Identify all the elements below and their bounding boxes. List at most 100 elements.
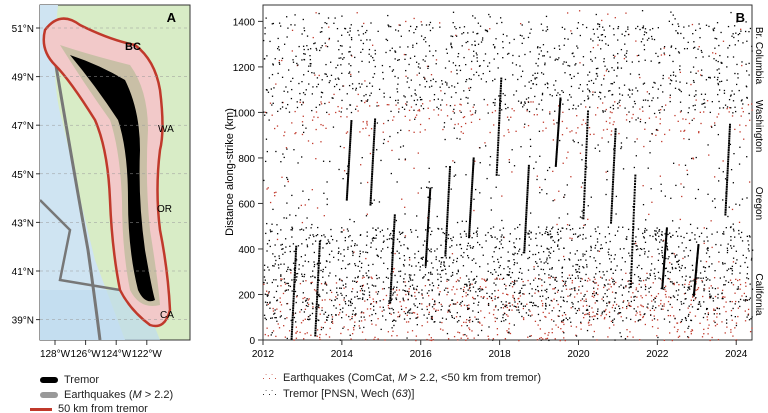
tremor-point (684, 164, 687, 166)
tremor-point (724, 104, 727, 106)
tremor-point (720, 80, 723, 82)
tremor-point (461, 300, 464, 303)
tremor-episode-point (523, 240, 526, 243)
earthquake-point (583, 316, 585, 319)
tremor-point (292, 243, 295, 245)
tremor-point (751, 316, 753, 318)
tremor-point (349, 301, 352, 304)
tremor-point (352, 310, 354, 312)
tremor-point (435, 310, 437, 312)
tremor-point (423, 38, 425, 41)
tremor-episode-point (526, 187, 529, 190)
tremor-episode-point (318, 247, 321, 250)
earthquake-point (357, 110, 359, 112)
tremor-point (263, 264, 266, 266)
earthquake-point (629, 331, 631, 333)
earthquake-point (472, 296, 474, 299)
earthquake-point (338, 314, 340, 316)
earthquake-point (522, 318, 525, 321)
earthquake-point (393, 267, 395, 270)
tremor-point (534, 261, 537, 263)
earthquake-point (345, 132, 348, 134)
tremor-point (748, 250, 750, 252)
earthquake-point (744, 320, 747, 322)
earthquake-point (407, 321, 410, 323)
earthquake-point (668, 129, 671, 131)
tremor-point (501, 21, 503, 24)
tremor-episode-point (664, 242, 667, 245)
tremor-point (582, 255, 584, 257)
tremor-episode-point (371, 157, 374, 160)
tremor-point (276, 47, 279, 50)
earthquake-point (571, 280, 574, 282)
y-tick-label: 1200 (233, 63, 256, 74)
tremor-point (731, 265, 734, 268)
tremor-point (460, 236, 462, 238)
tremor-point (507, 260, 509, 262)
tremor-point (748, 112, 750, 115)
earthquake-point (747, 104, 750, 106)
tremor-point (677, 51, 680, 53)
tremor-point (341, 231, 343, 233)
tremor-point (484, 53, 487, 55)
tremor-point (311, 109, 313, 112)
tremor-point (516, 280, 518, 282)
tremor-point (667, 270, 669, 273)
tremor-point (304, 260, 306, 262)
earthquake-point (717, 113, 720, 115)
tremor-point (638, 279, 640, 282)
tremor-point (748, 31, 750, 33)
tremor-point (658, 253, 660, 255)
earthquake-point (615, 303, 618, 306)
tremor-point (739, 305, 741, 308)
tremor-point (568, 224, 571, 226)
tremor-point (559, 48, 561, 50)
earthquake-point (450, 71, 452, 73)
tremor-point (349, 104, 351, 106)
tremor-point (347, 304, 350, 307)
tremor-point (486, 177, 488, 180)
tremor-episode-point (585, 148, 588, 151)
tremor-point (354, 277, 356, 279)
tremor-episode-point (693, 285, 696, 288)
tremor-point (670, 236, 672, 238)
tremor-point (376, 254, 379, 257)
tremor-point (709, 293, 711, 295)
tremor-point (469, 86, 472, 89)
tremor-episode-point (447, 193, 450, 196)
tremor-point (521, 24, 523, 26)
tremor-point (327, 17, 330, 19)
tremor-episode-point (632, 225, 635, 228)
tremor-point (287, 282, 289, 285)
tremor-point (692, 66, 695, 68)
tremor-point (407, 77, 409, 79)
tremor-point (297, 64, 299, 66)
tremor-point (559, 139, 561, 142)
tremor-point (370, 320, 373, 322)
tremor-point (309, 58, 312, 61)
tremor-point (269, 245, 271, 248)
earthquake-point (458, 332, 461, 334)
tremor-point (404, 289, 406, 292)
earthquake-point (300, 204, 302, 207)
tremor-point (391, 70, 394, 72)
tremor-point (389, 135, 391, 138)
earthquake-point (329, 327, 331, 330)
tremor-point (665, 267, 668, 269)
earthquake-point (569, 288, 571, 290)
tremor-point (425, 186, 428, 188)
tremor-point (528, 244, 530, 246)
earthquake-point (686, 169, 688, 171)
tremor-episode-point (469, 207, 472, 210)
tremor-episode-point (727, 149, 730, 152)
earthquake-point (391, 149, 393, 152)
tremor-point (340, 231, 342, 233)
earthquake-point (650, 294, 653, 297)
tremor-point (570, 96, 572, 98)
earthquake-point (558, 105, 560, 107)
tremor-point (477, 311, 480, 313)
tremor-point (483, 59, 485, 62)
tremor-point (664, 233, 666, 235)
tremor-point (546, 169, 549, 172)
tremor-point (347, 248, 349, 250)
